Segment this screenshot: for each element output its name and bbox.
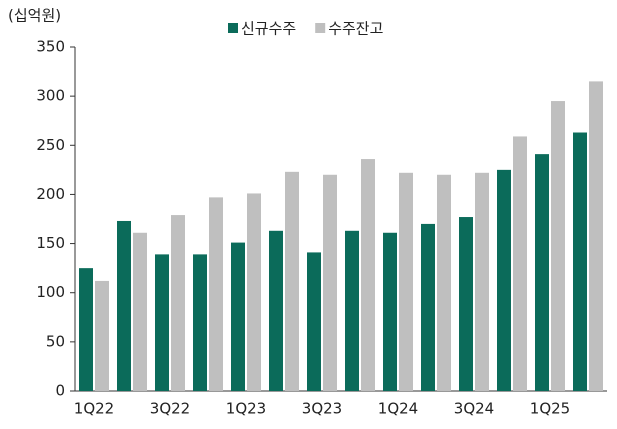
bar: [269, 230, 283, 391]
x-tick-label: 3Q22: [150, 400, 190, 418]
bar: [421, 223, 435, 391]
y-tick-label: 300: [36, 87, 65, 105]
y-axis-unit: (십억원): [8, 7, 61, 25]
x-tick-label: 3Q23: [302, 400, 342, 418]
bar: [307, 252, 321, 391]
x-tick-label: 1Q24: [378, 400, 418, 418]
bar: [231, 242, 245, 391]
y-tick-label: 250: [36, 136, 65, 154]
bar: [209, 197, 223, 391]
legend-swatch: [315, 23, 326, 33]
y-tick-label: 0: [55, 382, 65, 400]
bar: [573, 132, 587, 391]
bar: [133, 232, 147, 391]
bar: [535, 154, 549, 391]
bar: [551, 101, 565, 392]
bar: [117, 220, 131, 391]
x-tick-label: 1Q23: [226, 400, 266, 418]
y-tick-label: 100: [36, 283, 65, 301]
bar: [589, 81, 603, 392]
bar: [475, 172, 489, 391]
bar: [345, 230, 359, 391]
bar: [155, 254, 169, 391]
bar: [459, 217, 473, 391]
x-tick-label: 1Q25: [530, 400, 570, 418]
y-tick-label: 350: [36, 38, 65, 56]
bar: [497, 169, 511, 391]
legend-label: 신규수주: [241, 20, 296, 38]
bar: [285, 171, 299, 391]
bar: [79, 268, 93, 391]
bar: [193, 254, 207, 391]
bar: [361, 159, 375, 391]
bar: [323, 174, 337, 391]
bar: [399, 172, 413, 391]
bar: [171, 215, 185, 391]
x-tick-label: 3Q24: [454, 400, 494, 418]
bar: [383, 232, 397, 391]
legend-label: 수주잔고: [328, 20, 383, 38]
bar: [247, 193, 261, 391]
y-tick-label: 150: [36, 234, 65, 252]
y-tick-label: 200: [36, 185, 65, 203]
y-tick-label: 50: [46, 332, 65, 350]
x-tick-label: 1Q22: [74, 400, 114, 418]
legend-swatch: [228, 23, 238, 33]
bar: [95, 280, 109, 391]
bar: [513, 136, 527, 391]
bar: [437, 174, 451, 391]
